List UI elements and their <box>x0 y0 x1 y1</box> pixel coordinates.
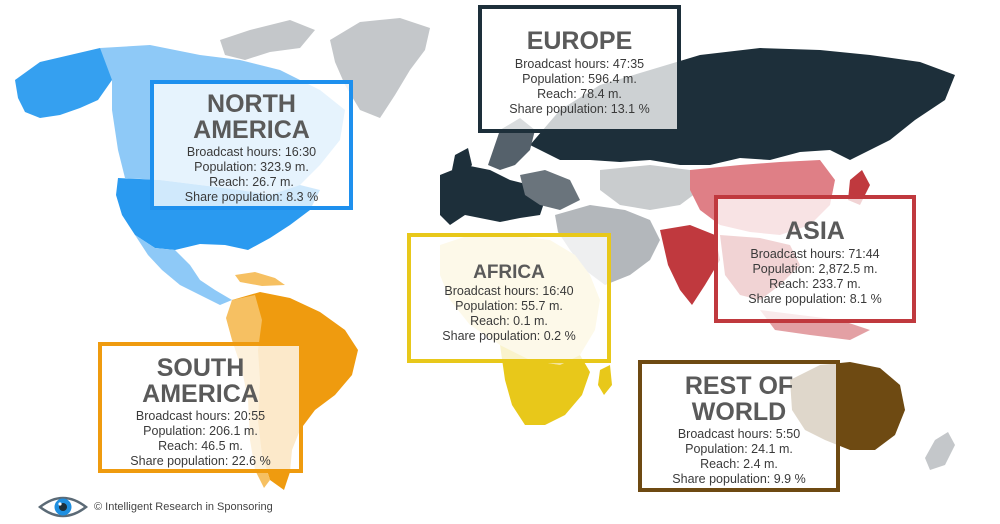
north-america-share: Share population: 8.3 % <box>184 190 319 204</box>
south-america-reach: Reach: 46.5 m. <box>158 439 243 453</box>
mexico-shape <box>135 235 232 305</box>
rest-of-world-title: REST OF WORLD <box>642 372 836 426</box>
africa-title: AFRICA <box>473 262 545 283</box>
europe-west-shape <box>440 165 545 225</box>
africa-south-shape <box>500 345 590 425</box>
footer: © Intelligent Research in Sponsoring <box>38 490 273 524</box>
uk-shape <box>452 148 472 178</box>
new-zealand-shape <box>925 432 955 470</box>
north-america-reach: Reach: 26.7 m. <box>209 175 294 189</box>
europe-panel: EUROPE Broadcast hours: 47:35 Population… <box>478 5 681 133</box>
africa-share: Share population: 0.2 % <box>442 329 576 344</box>
rest-of-world-population: Population: 24.1 m. <box>685 442 793 456</box>
south-america-population: Population: 206.1 m. <box>143 424 258 438</box>
south-america-panel: SOUTH AMERICA Broadcast hours: 20:55 Pop… <box>98 342 303 473</box>
south-america-title-line2: AMERICA <box>142 379 259 408</box>
africa-broadcast: Broadcast hours: 16:40 <box>444 284 574 299</box>
asia-title: ASIA <box>785 217 845 245</box>
central-asia-shape <box>600 165 700 210</box>
south-america-title: SOUTH AMERICA <box>102 354 299 408</box>
europe-title: EUROPE <box>526 27 633 55</box>
asia-panel: ASIA Broadcast hours: 71:44 Population: … <box>714 195 916 323</box>
europe-reach: Reach: 78.4 m. <box>537 86 622 101</box>
north-america-panel: NORTH AMERICA Broadcast hours: 16:30 Pop… <box>150 80 353 210</box>
africa-panel: AFRICA Broadcast hours: 16:40 Population… <box>407 233 611 363</box>
africa-reach: Reach: 0.1 m. <box>470 314 548 329</box>
asia-share: Share population: 8.1 % <box>748 291 882 306</box>
asia-broadcast: Broadcast hours: 71:44 <box>750 246 880 261</box>
europe-population: Population: 596.4 m. <box>522 71 637 86</box>
arctic-islands-shape <box>220 20 315 60</box>
north-america-title: NORTH AMERICA <box>154 90 349 144</box>
copyright-text: © Intelligent Research in Sponsoring <box>94 501 273 513</box>
north-america-title-line2: AMERICA <box>193 115 310 144</box>
asia-reach: Reach: 233.7 m. <box>769 276 861 291</box>
madagascar-shape <box>598 365 612 395</box>
rest-of-world-panel: REST OF WORLD Broadcast hours: 5:50 Popu… <box>638 360 840 492</box>
rest-of-world-share: Share population: 9.9 % <box>672 472 806 486</box>
eastern-europe-shape <box>520 170 580 210</box>
south-america-share: Share population: 22.6 % <box>130 454 271 468</box>
eye-icon <box>38 496 88 518</box>
rest-of-world-title-line2: WORLD <box>691 397 787 426</box>
europe-share: Share population: 13.1 % <box>509 101 650 116</box>
rest-of-world-reach: Reach: 2.4 m. <box>700 457 778 471</box>
rest-of-world-title-line1: REST OF <box>684 372 794 400</box>
south-america-title-line1: SOUTH <box>156 354 245 382</box>
south-america-broadcast: Broadcast hours: 20:55 <box>135 409 266 423</box>
north-america-title-line1: NORTH <box>207 90 296 118</box>
greenland-shape <box>330 18 430 118</box>
rest-of-world-broadcast: Broadcast hours: 5:50 <box>677 427 801 441</box>
north-america-population: Population: 323.9 m. <box>194 160 309 174</box>
india-shape <box>660 225 720 305</box>
alaska-shape <box>15 48 115 118</box>
asia-population: Population: 2,872.5 m. <box>752 261 878 276</box>
africa-population: Population: 55.7 m. <box>455 299 563 314</box>
caribbean-shape <box>235 272 285 286</box>
europe-broadcast: Broadcast hours: 47:35 <box>514 56 645 71</box>
north-america-broadcast: Broadcast hours: 16:30 <box>186 145 317 159</box>
